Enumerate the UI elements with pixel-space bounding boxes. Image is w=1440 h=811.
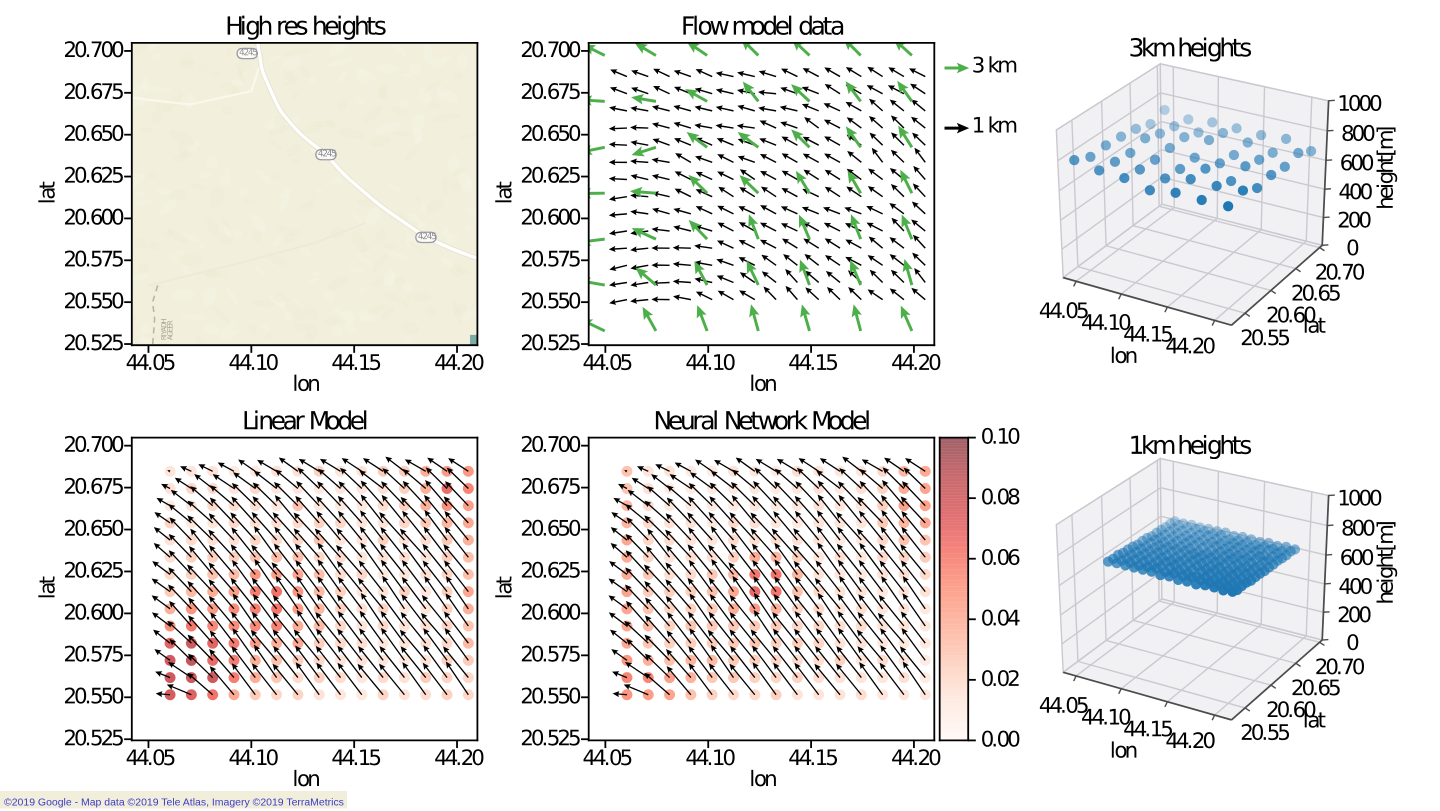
- svg-text:©2019 Google - Map data ©2019: ©2019 Google - Map data ©2019 Tele Atlas…: [4, 797, 344, 808]
